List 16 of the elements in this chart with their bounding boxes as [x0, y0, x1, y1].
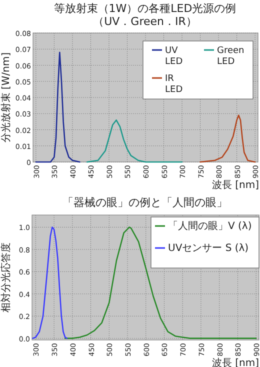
y-axis-title: 相対分光応答度: [0, 242, 12, 312]
chart-title: 「器械の眼」の例と「人間の眼」: [62, 196, 228, 209]
line-series: [200, 114, 256, 163]
chart-subtitle: （UV．Green．IR）: [93, 15, 197, 28]
legend-label: UVセンサー S (λ): [168, 243, 249, 254]
line-series: [35, 52, 80, 163]
chart-title: 等放射束（1W）の各種LED光源の例: [54, 2, 236, 15]
y-axis-title: 分光放射束 [W/nm]: [0, 52, 12, 143]
legend-label: IR LED: [165, 74, 183, 95]
x-axis-title: 波長 [nm]: [212, 179, 260, 191]
x-axis-title: 波長 [nm]: [212, 357, 260, 367]
legend-label: UV LED: [165, 46, 183, 67]
legend-label: 「人間の眼」V (λ): [168, 220, 252, 232]
legend-label: Green LED: [217, 46, 244, 67]
line-series: [86, 119, 183, 163]
line-series: [32, 226, 68, 339]
